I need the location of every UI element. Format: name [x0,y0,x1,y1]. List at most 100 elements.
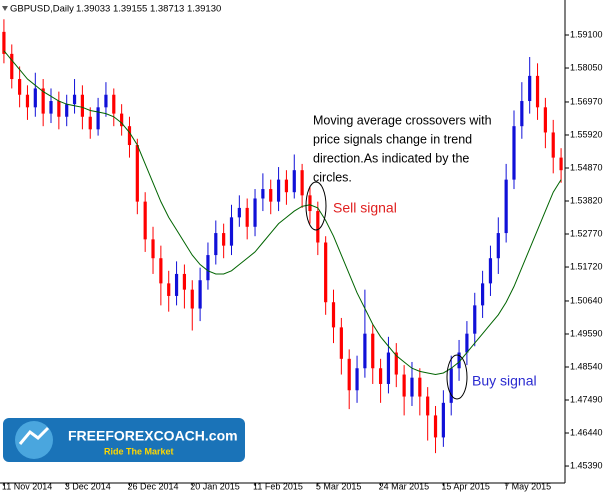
candle-body [10,53,14,80]
candle-body [112,94,116,114]
candle-body [308,195,312,212]
candle-body [433,415,438,438]
candle-body [426,396,430,416]
candle-body [229,217,234,246]
candle-body [386,352,391,384]
candle-body [410,377,414,397]
y-tick-label: 1.47490 [570,394,603,404]
chart-title: GBPUSD,Daily [10,4,74,15]
candle-body [465,333,469,353]
logo-background [3,418,245,462]
candle-body [206,255,210,281]
candle-body [292,170,296,193]
candle-body [104,94,108,108]
y-tick-label: 1.56970 [570,96,603,106]
candle-body [441,402,445,438]
candle-body [151,239,155,259]
logo-bull [18,426,50,445]
y-tick-label: 1.59100 [570,29,603,39]
candle-body [481,283,485,306]
candle-body [512,126,516,180]
candle-body [418,377,422,397]
candle-body [49,101,53,114]
candle-body [378,368,383,384]
y-tick-label: 1.49590 [570,328,603,338]
y-tick-label: 1.51720 [570,261,603,271]
moving-average-line [3,50,562,376]
x-tick-label: 11 Nov 2014 [2,481,52,491]
candle-body [543,107,547,133]
candle-body [402,374,406,397]
candle-body [214,233,218,256]
symbol-icon [2,6,8,11]
candle-body [269,189,273,202]
candle-body [167,283,171,296]
candle-body [324,242,328,303]
candle-body [559,157,563,171]
logo-emblem [15,421,53,459]
annotation-line: direction.As indicated by the [313,151,469,165]
annotation: Moving average crossovers with price sign… [313,113,492,184]
candle-body [347,358,351,391]
annotation-line: circles. [313,170,352,184]
sell-label: Sell signal [333,200,397,216]
candle-body [127,126,132,146]
x-tick-label: 5 Mar 2015 [316,481,362,491]
candle-body [190,289,194,309]
candle-body [182,273,187,290]
candle-body [331,302,336,328]
candle-body [284,179,289,193]
annotation-line: Moving average crossovers with [313,113,492,127]
candle-body [355,368,359,391]
candle-body [371,333,375,369]
candle-body [237,207,241,218]
candle-body [457,352,461,369]
candle-body [261,189,265,199]
quote: 1.39033 1.39155 1.38713 1.39130 [76,4,221,15]
candle-body [520,101,524,127]
candle-body [496,233,500,259]
candle-body [135,145,139,202]
candle-body [300,170,304,196]
candle-body [535,75,540,108]
candle-body [488,258,493,284]
y-tick-label: 1.50640 [570,295,603,305]
y-tick-label: 1.52770 [570,228,603,238]
candle-body [25,94,30,108]
candle-body [2,31,6,54]
candle-body [174,273,179,296]
y-tick-label: 1.46440 [570,427,603,437]
candle-body [143,201,147,240]
candle-body [72,94,77,105]
candle-body [253,198,257,227]
candle-body [198,280,202,309]
candle-body [222,233,226,246]
x-tick-label: 24 Mar 2015 [379,481,430,491]
y-tick-label: 1.55920 [570,129,603,139]
annotation-line: price signals change in trend [313,132,472,146]
candle-body [88,116,92,130]
candle-body [339,327,343,359]
y-tick-label: 1.45390 [570,460,603,470]
candle-body [276,179,281,202]
candle-body [551,132,555,158]
x-tick-label: 15 Apr 2015 [441,481,490,491]
logo-subtitle: Ride The Market [104,446,174,456]
buy-circle [446,354,468,400]
candle-body [41,88,45,114]
candle-body [363,333,367,369]
buy-label: Buy signal [472,373,537,389]
y-tick-label: 1.48540 [570,361,603,371]
y-tick-label: 1.53820 [570,195,603,205]
candle-body [245,207,249,227]
candle-body [120,113,124,127]
logo-title: FREEFOREXCOACH.com [68,428,238,444]
y-tick-label: 1.58050 [570,62,603,72]
candle-body [504,179,508,234]
x-tick-label: 3 Dec 2014 [65,481,111,491]
candle-body [96,107,100,130]
candle-body [65,104,69,117]
candle-body [449,368,453,403]
